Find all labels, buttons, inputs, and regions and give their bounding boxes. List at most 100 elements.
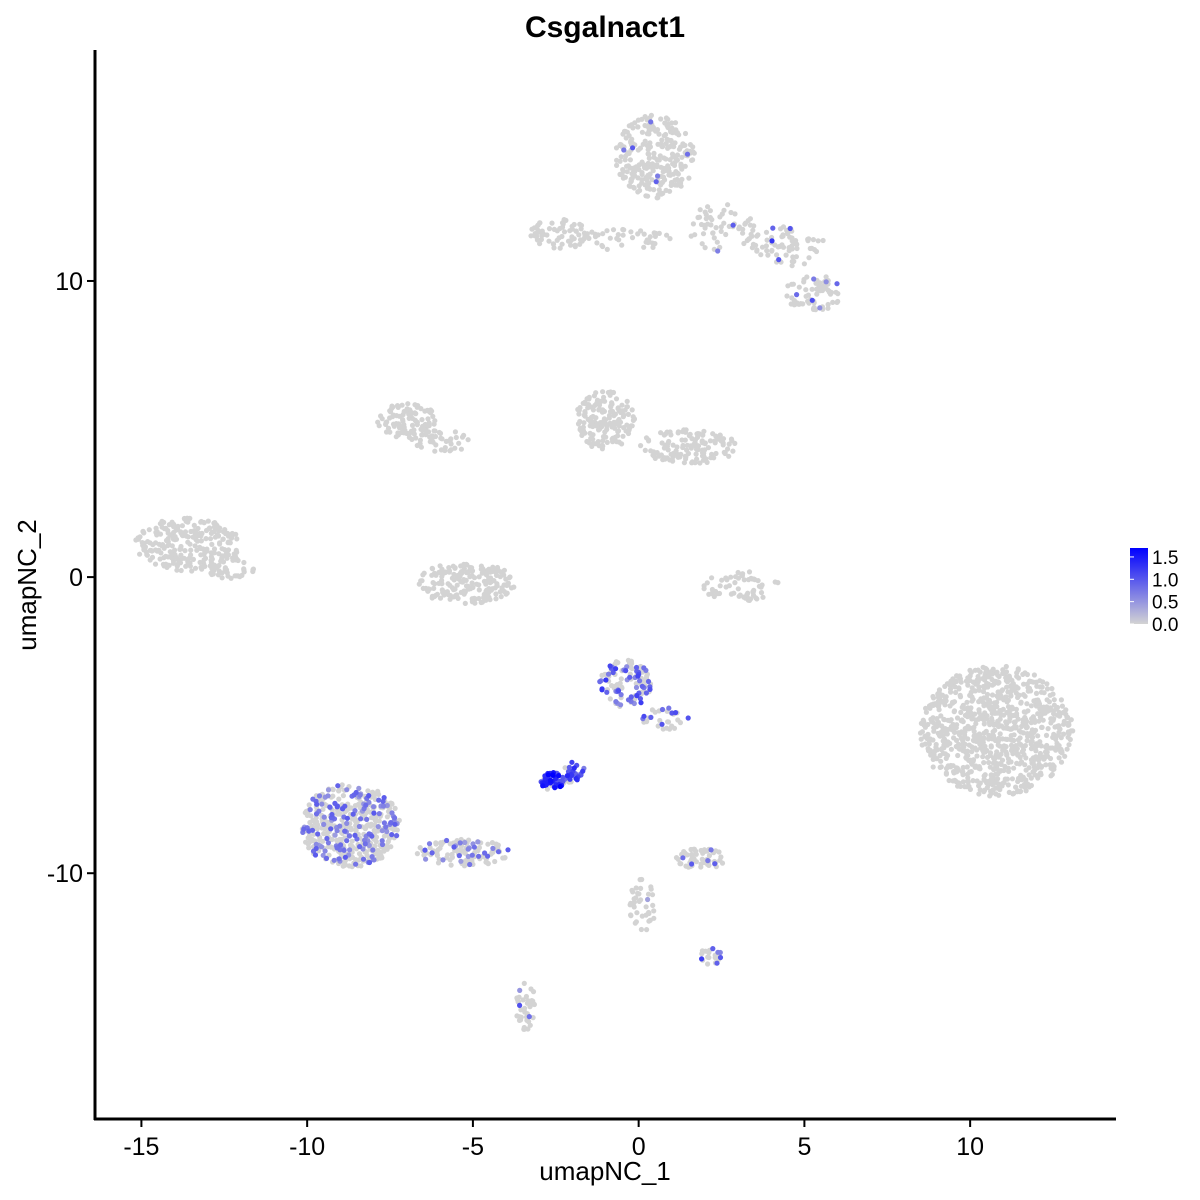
cell-point bbox=[619, 684, 625, 690]
cell-point bbox=[1010, 751, 1016, 757]
cell-point bbox=[990, 666, 996, 672]
cell-point bbox=[566, 764, 573, 771]
cell-point bbox=[790, 281, 797, 287]
cell-point bbox=[483, 581, 489, 587]
cell-point bbox=[1045, 726, 1051, 732]
cell-point bbox=[189, 568, 195, 574]
cell-point bbox=[655, 141, 661, 147]
cell-point bbox=[710, 230, 716, 236]
cell-point bbox=[951, 729, 958, 736]
cell-point bbox=[634, 693, 640, 699]
cell-point bbox=[819, 287, 826, 294]
cell-point bbox=[686, 433, 693, 439]
cell-point bbox=[449, 575, 455, 581]
cell-point bbox=[552, 785, 558, 791]
cell-point bbox=[780, 244, 787, 250]
cell-point bbox=[651, 150, 657, 156]
cell-point bbox=[181, 530, 187, 536]
cell-point bbox=[160, 561, 166, 567]
cell-point bbox=[710, 946, 716, 952]
cell-point bbox=[321, 831, 327, 837]
cell-point bbox=[976, 676, 982, 682]
cell-point bbox=[203, 536, 209, 542]
cell-point bbox=[658, 116, 664, 122]
cell-point bbox=[325, 787, 332, 793]
cell-point bbox=[949, 679, 955, 685]
legend-label: 0.5 bbox=[1152, 593, 1178, 614]
cell-point bbox=[956, 745, 962, 752]
cell-point bbox=[1038, 764, 1044, 770]
cell-point bbox=[476, 845, 482, 851]
cell-point bbox=[700, 432, 706, 438]
cell-point bbox=[678, 861, 684, 867]
cell-point bbox=[984, 680, 990, 687]
cell-point bbox=[191, 522, 197, 529]
cell-point bbox=[946, 777, 952, 784]
cell-point bbox=[633, 684, 640, 691]
cell-point bbox=[600, 389, 606, 395]
cell-point bbox=[649, 892, 656, 898]
cell-point bbox=[705, 961, 711, 967]
cell-point bbox=[471, 844, 477, 850]
cell-point bbox=[779, 234, 785, 240]
cell-point bbox=[429, 850, 435, 856]
cell-point bbox=[624, 398, 630, 404]
cell-point bbox=[621, 425, 627, 431]
cell-point bbox=[569, 759, 575, 765]
cell-point bbox=[703, 212, 709, 218]
cell-point bbox=[1067, 736, 1073, 743]
cell-point bbox=[648, 448, 654, 454]
cell-point bbox=[458, 858, 464, 864]
cell-point bbox=[135, 536, 142, 542]
cell-point bbox=[990, 774, 996, 780]
cell-point bbox=[364, 852, 370, 859]
cell-point bbox=[396, 423, 402, 429]
cell-point bbox=[794, 245, 800, 252]
cell-point bbox=[620, 232, 626, 238]
cell-point bbox=[1022, 693, 1028, 699]
cell-point bbox=[1013, 724, 1019, 730]
cell-point bbox=[174, 567, 180, 573]
cell-point bbox=[1001, 670, 1007, 676]
cell-point bbox=[632, 173, 638, 179]
cell-point bbox=[980, 754, 986, 760]
cell-point bbox=[1043, 762, 1049, 768]
cell-point bbox=[967, 786, 974, 793]
cell-point bbox=[526, 1014, 532, 1020]
cell-point bbox=[1009, 776, 1016, 782]
cell-point bbox=[340, 806, 346, 812]
cell-point bbox=[585, 405, 591, 411]
cell-point bbox=[647, 140, 653, 146]
cell-point bbox=[563, 217, 569, 223]
cell-point bbox=[988, 744, 994, 750]
cell-point bbox=[562, 765, 568, 771]
cell-point bbox=[313, 845, 319, 852]
cell-point bbox=[220, 559, 227, 565]
cell-point bbox=[358, 816, 364, 822]
cell-point bbox=[213, 565, 219, 571]
cell-point bbox=[328, 822, 334, 828]
cell-point bbox=[328, 826, 334, 832]
cell-point bbox=[998, 708, 1004, 714]
cell-point bbox=[1010, 687, 1016, 693]
cell-point bbox=[697, 207, 703, 213]
cell-point bbox=[448, 862, 454, 868]
cell-point bbox=[673, 855, 680, 861]
cell-point bbox=[344, 838, 350, 844]
cell-point bbox=[613, 659, 619, 665]
cell-point bbox=[732, 580, 738, 586]
cell-point bbox=[604, 228, 610, 234]
cell-point bbox=[986, 759, 992, 766]
cell-point bbox=[250, 568, 256, 575]
cell-point bbox=[423, 856, 429, 862]
cell-point bbox=[1014, 670, 1020, 676]
cell-point bbox=[921, 719, 927, 725]
cell-point bbox=[1065, 722, 1071, 728]
cell-point bbox=[754, 233, 760, 239]
cell-point bbox=[705, 858, 711, 864]
cell-point bbox=[666, 705, 672, 711]
cell-point bbox=[988, 780, 994, 786]
cell-point bbox=[1008, 693, 1014, 699]
cell-point bbox=[364, 816, 370, 823]
cell-point bbox=[381, 820, 387, 826]
